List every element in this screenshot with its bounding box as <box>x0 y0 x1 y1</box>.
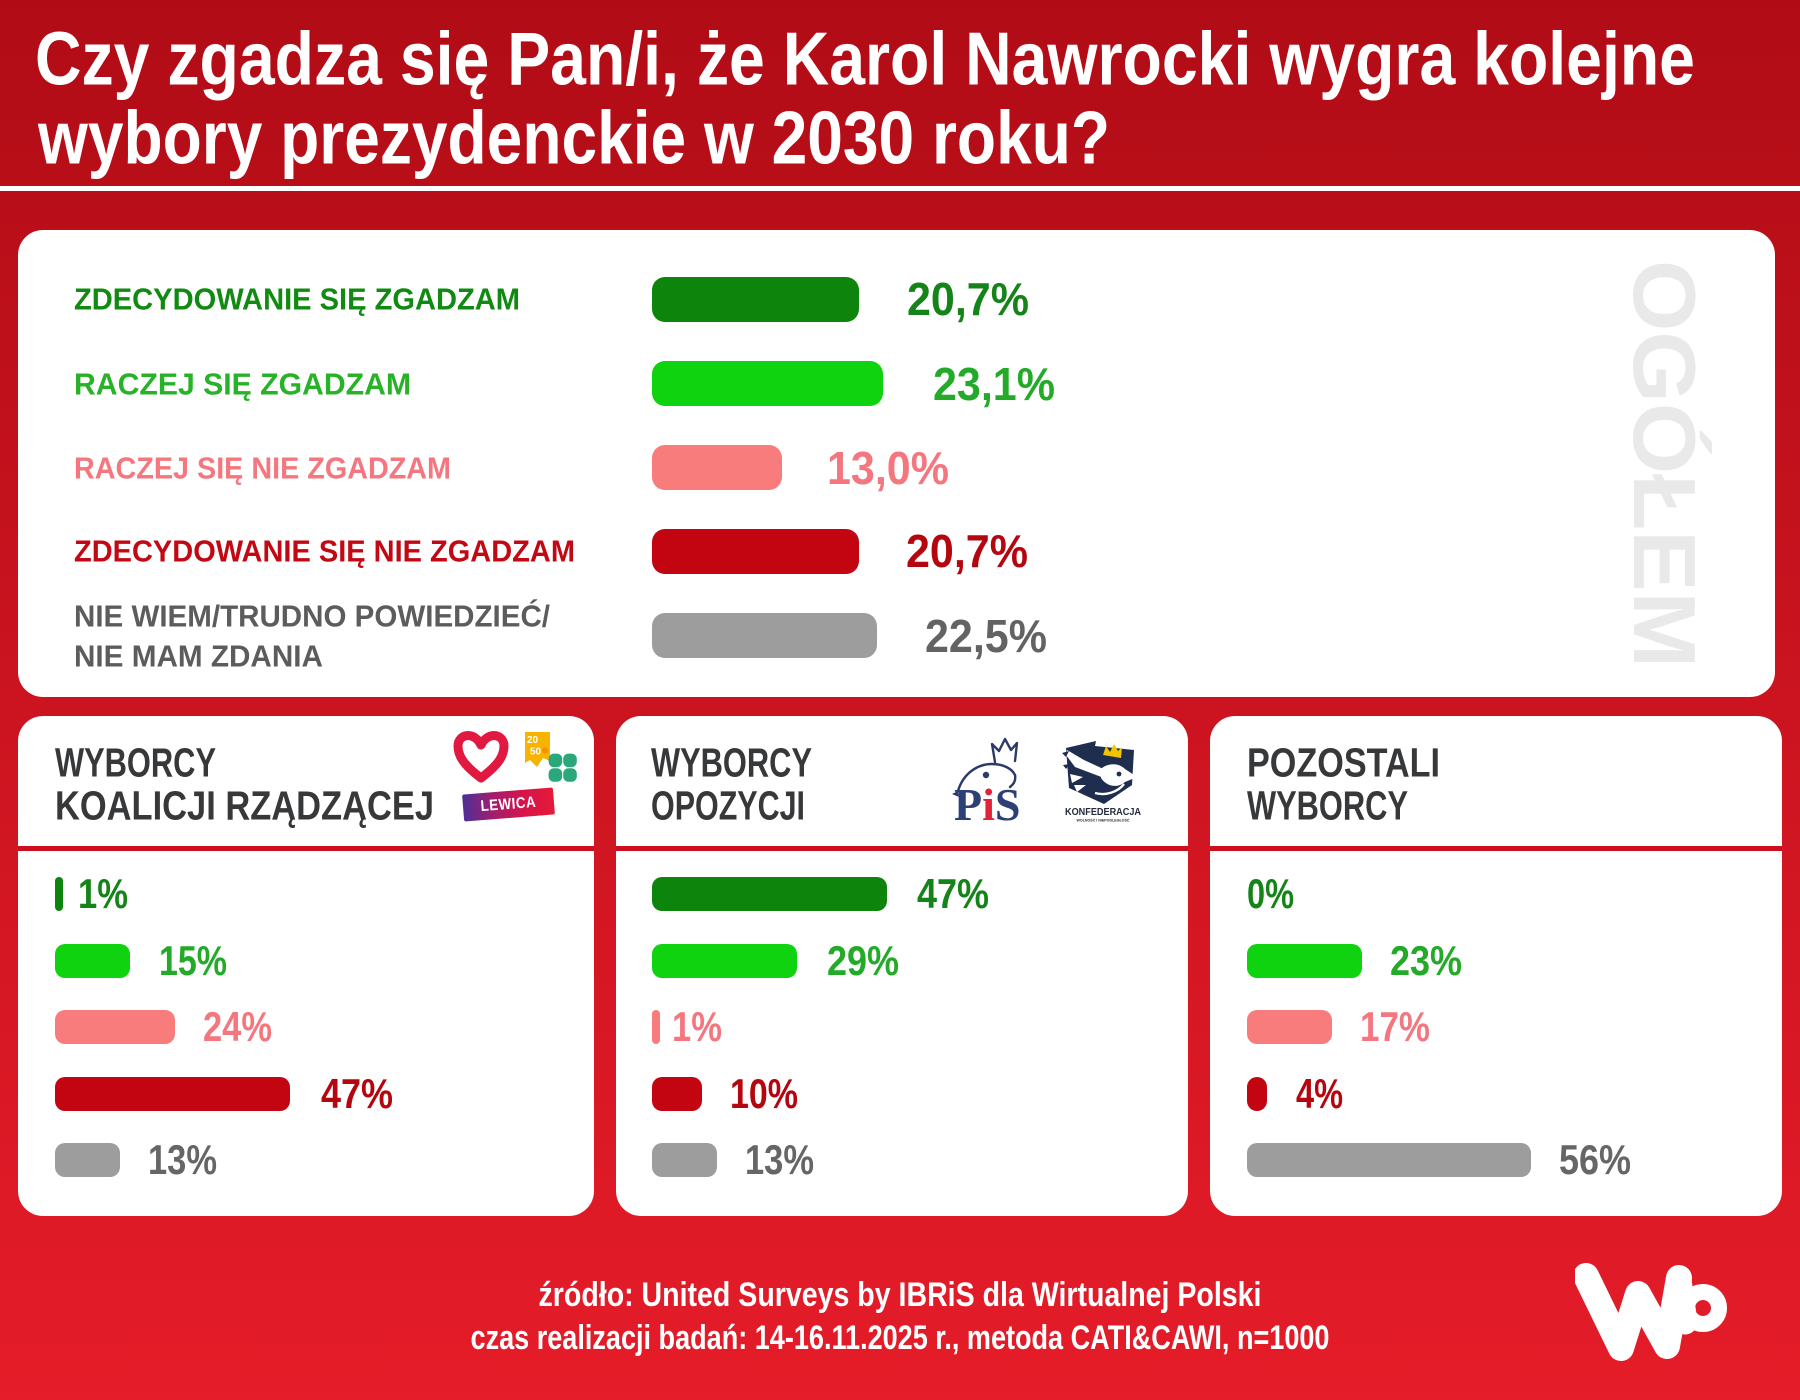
svg-text:WOLNOŚĆ I NIEPODLEGŁOŚĆ: WOLNOŚĆ I NIEPODLEGŁOŚĆ <box>1077 818 1130 823</box>
svg-text:20: 20 <box>527 735 539 746</box>
svg-text:PiS: PiS <box>954 779 1020 823</box>
svg-text:50: 50 <box>530 747 542 758</box>
svg-text:KONFEDERACJA: KONFEDERACJA <box>1065 807 1141 818</box>
